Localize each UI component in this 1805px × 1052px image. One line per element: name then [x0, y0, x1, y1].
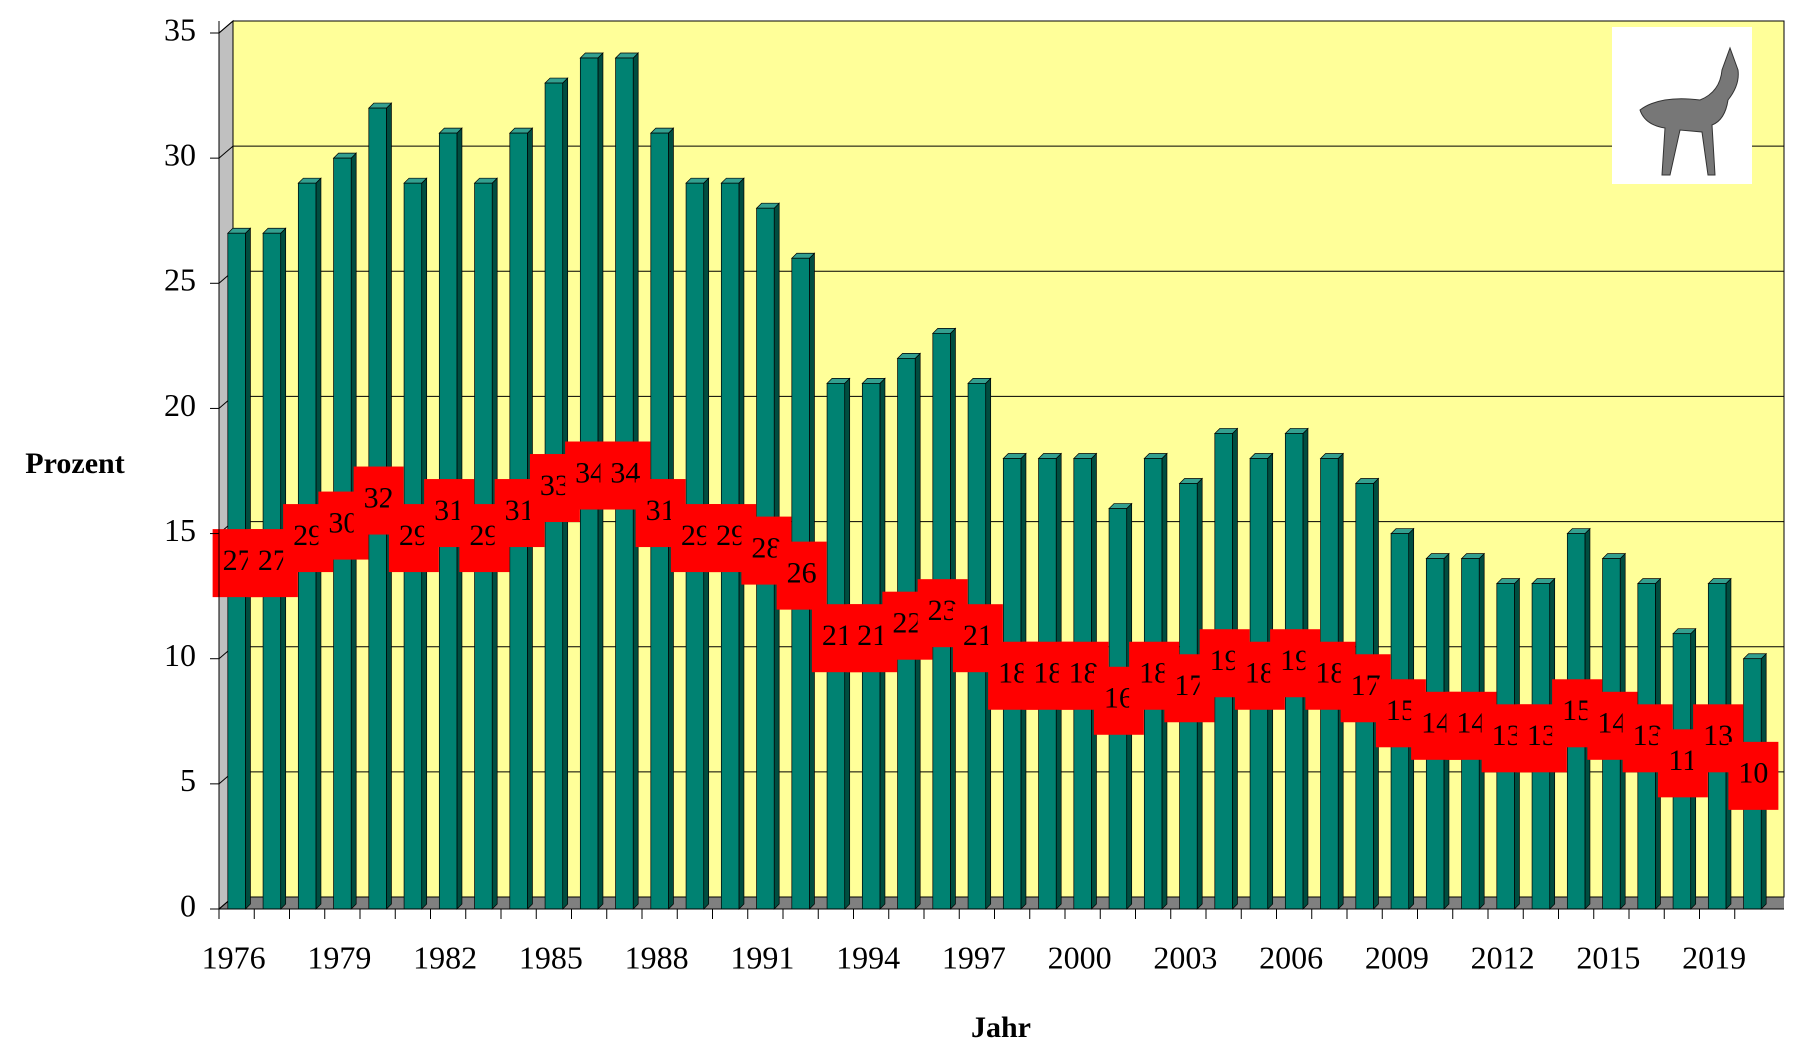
y-tick-label: 0 — [180, 887, 196, 923]
x-tick-label: 2015 — [1576, 939, 1640, 975]
x-tick-label: 2000 — [1048, 939, 1112, 975]
x-tick-label: 1991 — [730, 939, 794, 975]
x-tick-label: 2012 — [1471, 939, 1535, 975]
deer-image — [1612, 27, 1752, 184]
x-tick-label: 2009 — [1365, 939, 1429, 975]
x-tick-label: 1985 — [519, 939, 583, 975]
chart: 2727293032293129313334343129292826212122… — [0, 0, 1805, 1047]
y-axis-title: Prozent — [25, 447, 124, 480]
y-tick-label: 25 — [164, 262, 196, 298]
y-tick-label: 20 — [164, 387, 196, 423]
x-tick-label: 1976 — [202, 939, 266, 975]
x-tick-label: 2006 — [1259, 939, 1323, 975]
x-tick-label: 1994 — [836, 939, 900, 975]
value-label: 11 — [1668, 744, 1697, 777]
x-tick-label: 2019 — [1682, 939, 1746, 975]
y-tick-label: 35 — [164, 11, 196, 47]
y-tick-label: 10 — [164, 637, 196, 673]
y-tick-label: 15 — [164, 512, 196, 548]
value-label: 10 — [1738, 757, 1768, 790]
x-tick-label: 1988 — [625, 939, 689, 975]
value-label: 26 — [787, 557, 817, 590]
x-tick-label: 1979 — [307, 939, 371, 975]
y-tick-label: 30 — [164, 136, 196, 172]
x-tick-label: 1982 — [413, 939, 477, 975]
x-axis-title: Jahr — [971, 1011, 1031, 1044]
x-tick-label: 1997 — [942, 939, 1006, 975]
y-tick-label: 5 — [180, 762, 196, 798]
x-tick-label: 2003 — [1153, 939, 1217, 975]
